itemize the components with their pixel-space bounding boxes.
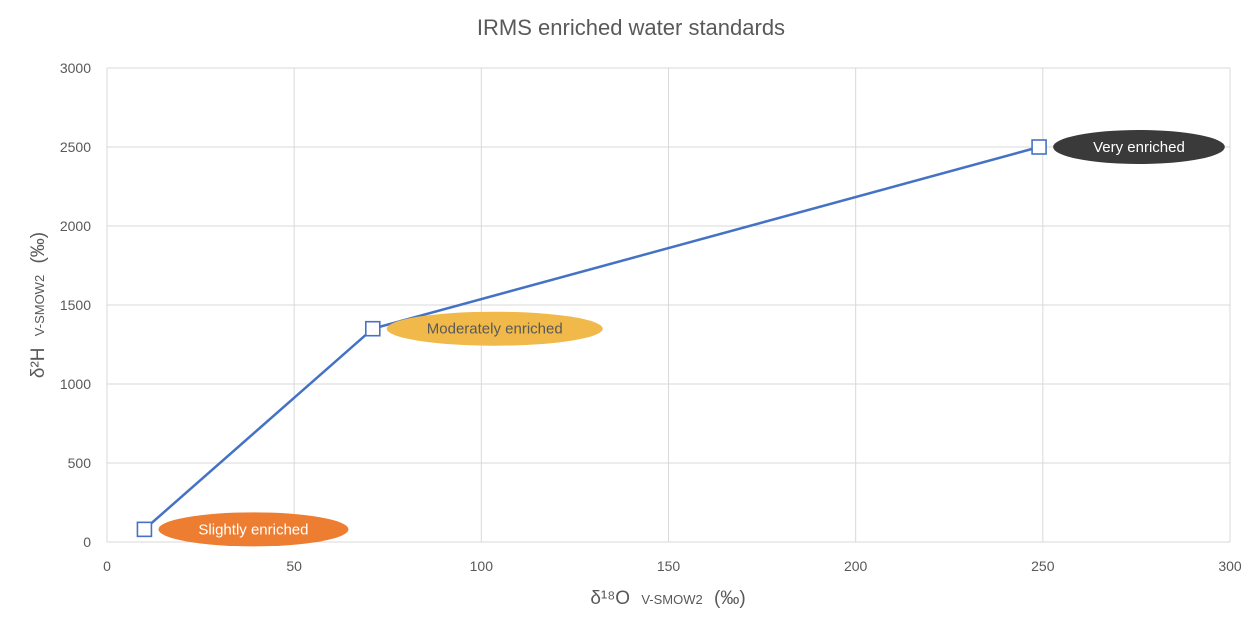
data-point — [1031, 139, 1047, 155]
y-tick-label: 1000 — [60, 376, 91, 392]
x-tick-label: 0 — [103, 558, 111, 574]
annotation-layer: Slightly enriched Moderately enriched Very… — [158, 130, 1225, 547]
y-tick-label: 0 — [83, 534, 91, 550]
x-axis-title-unit: (‰) — [714, 588, 746, 609]
data-point — [136, 521, 153, 538]
y-tick-label: 2000 — [60, 218, 91, 234]
callout-label: Moderately enriched — [427, 321, 563, 338]
series-line — [143, 145, 1040, 531]
x-tick-label: 150 — [657, 558, 681, 574]
y-tick-label: 500 — [68, 455, 92, 471]
callout-label: Very enriched — [1093, 139, 1185, 156]
y-tick-label: 2500 — [60, 139, 91, 155]
y-axis-title-unit: (‰) — [28, 232, 49, 264]
x-axis-title-sub: V-SMOW2 — [641, 592, 702, 607]
callout-bubble — [1053, 130, 1225, 164]
y-tick-label: 3000 — [60, 60, 91, 76]
chart-title: IRMS enriched water standards — [477, 15, 785, 40]
series-layer — [136, 139, 1047, 538]
x-axis-title-main: δ¹⁸O — [590, 588, 630, 609]
x-tick-label: 300 — [1218, 558, 1242, 574]
callout-label: Slightly enriched — [198, 521, 308, 538]
y-axis-ticks: 0 500 1000 1500 2000 2500 3000 — [60, 60, 91, 550]
gridlines — [106, 67, 1231, 543]
x-axis-title: δ¹⁸O V-SMOW2 (‰) — [590, 588, 745, 609]
x-tick-label: 250 — [1031, 558, 1055, 574]
x-tick-label: 200 — [844, 558, 868, 574]
callout-bubble — [158, 512, 349, 547]
x-tick-label: 50 — [286, 558, 302, 574]
data-point — [364, 320, 381, 337]
y-axis-title: δ²H V-SMOW2 (‰) — [28, 232, 49, 378]
x-tick-label: 100 — [470, 558, 494, 574]
y-axis-title-main: δ²H — [28, 348, 49, 379]
y-axis-title-sub: V-SMOW2 — [32, 275, 47, 336]
y-tick-label: 1500 — [60, 297, 91, 313]
callout-bubble — [386, 311, 603, 346]
x-axis-ticks: 0 50 100 150 200 250 300 — [103, 558, 1242, 574]
